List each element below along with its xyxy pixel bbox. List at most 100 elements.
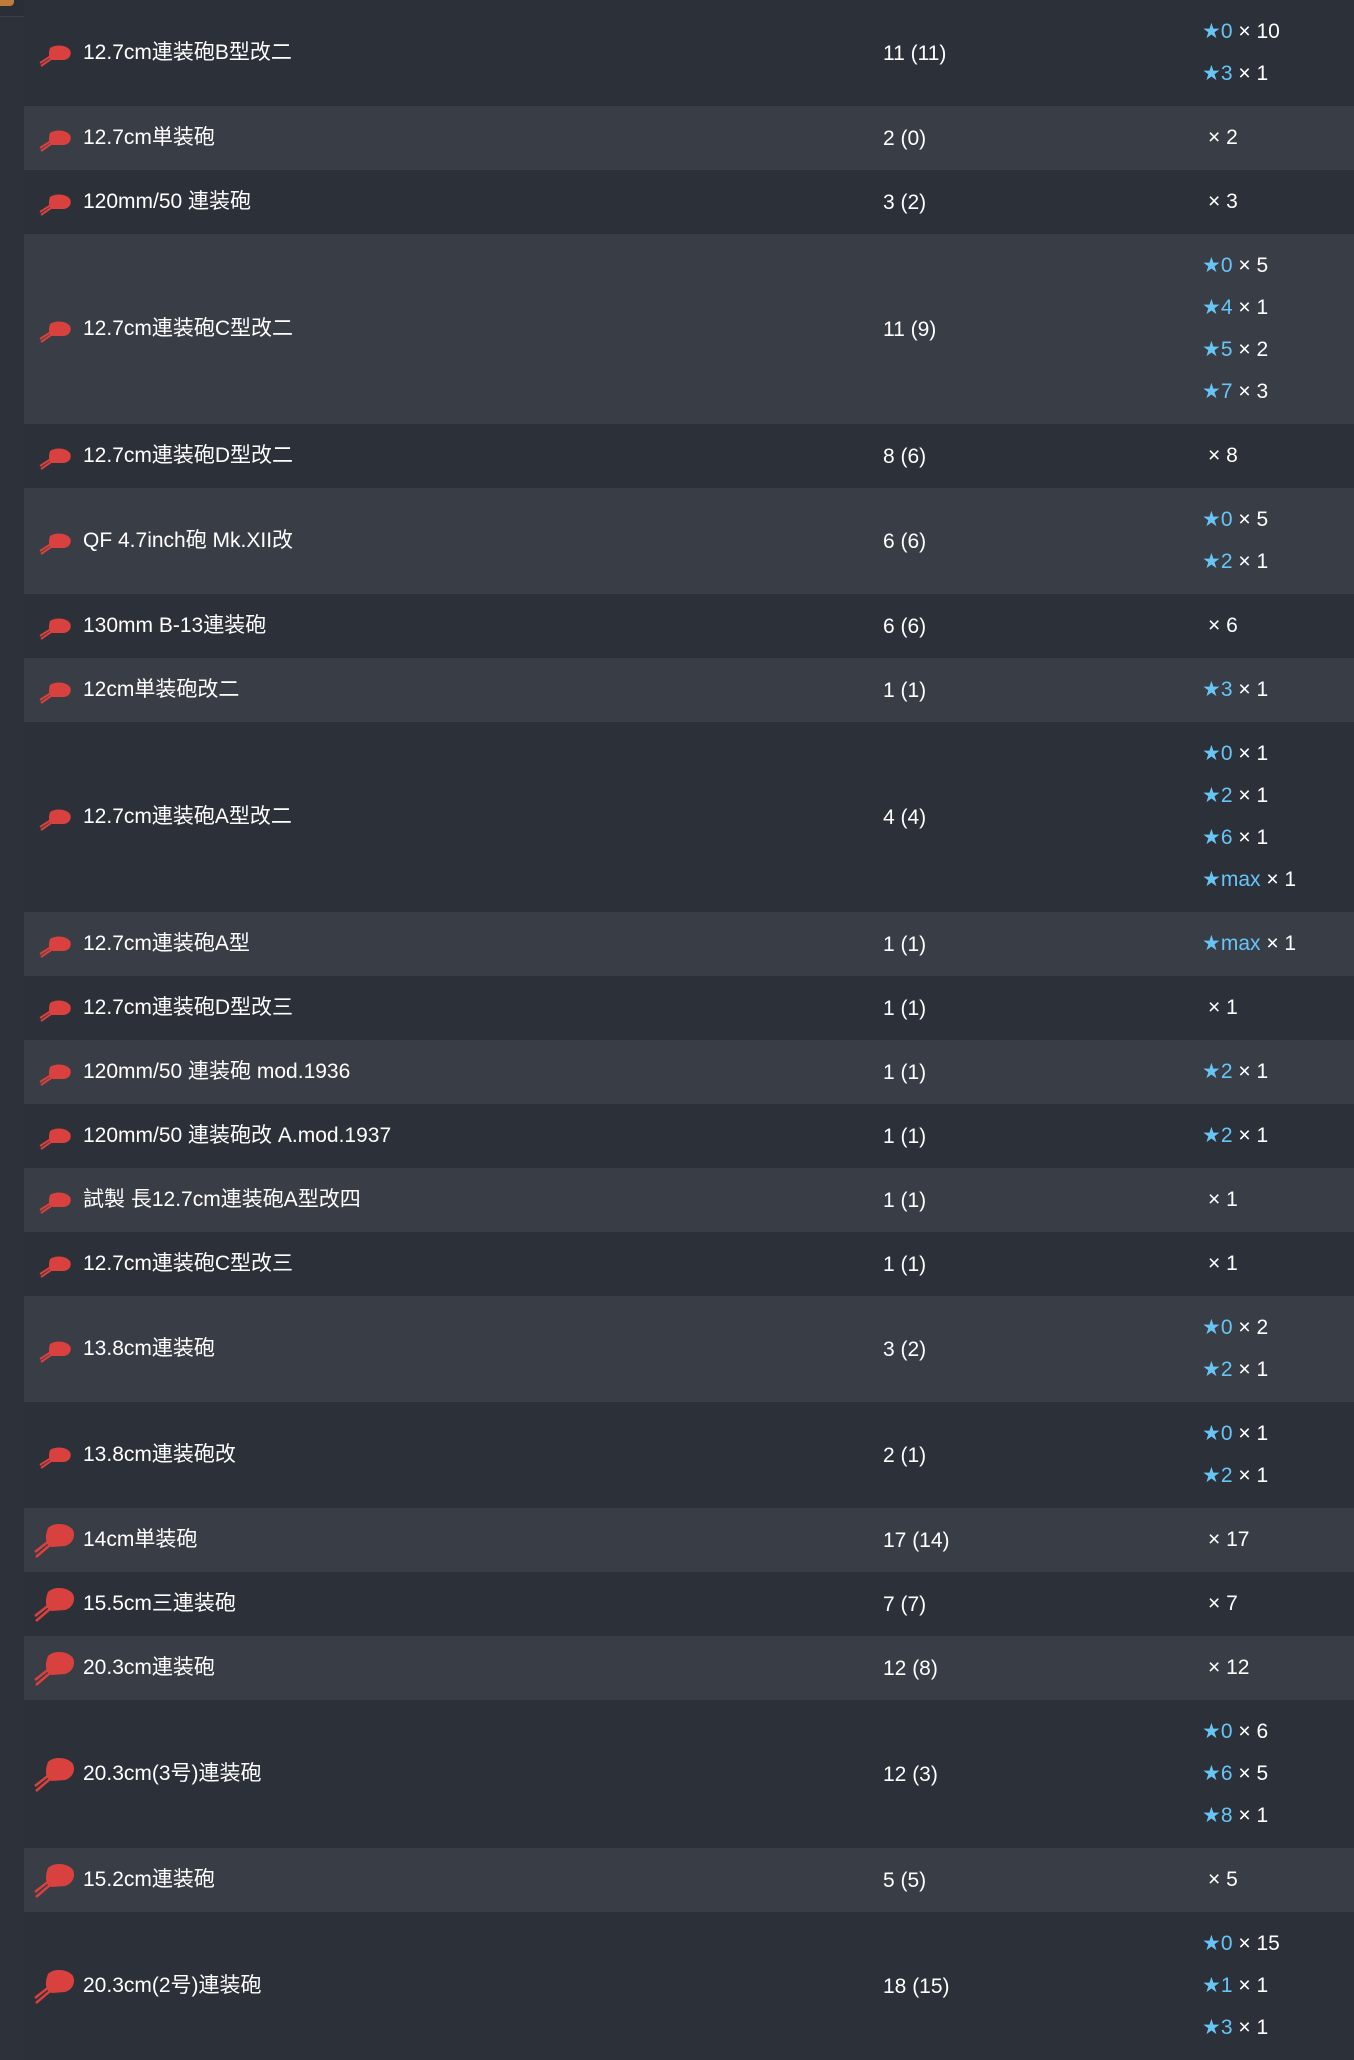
table-row[interactable]: 12.7cm連装砲B型改二 11 (11) ★0 × 10 ★3 × 1 bbox=[24, 0, 1354, 106]
item-multiplier: × 5 bbox=[1232, 1762, 1269, 1785]
improvement-level-item: ★0 × 1 bbox=[1202, 1413, 1268, 1455]
star-level: ★0 bbox=[1202, 1720, 1233, 1743]
table-row[interactable]: 120mm/50 連装砲 mod.1936 1 (1) ★2 × 1 bbox=[24, 1040, 1354, 1104]
improvement-level-item: × 17 bbox=[1202, 1519, 1249, 1561]
improvement-level-item: ★0 × 10 bbox=[1202, 11, 1280, 53]
table-row[interactable]: 12.7cm連装砲A型 1 (1) ★max × 1 bbox=[24, 912, 1354, 976]
improvement-level-item: ★0 × 15 bbox=[1202, 1923, 1280, 1965]
small-gun-icon bbox=[38, 442, 74, 472]
small-gun-icon bbox=[38, 1058, 74, 1088]
small-gun-icon bbox=[38, 1186, 74, 1216]
improvement-level-item: ★7 × 3 bbox=[1202, 371, 1268, 413]
star-level: ★3 bbox=[1202, 62, 1233, 85]
equipment-count: 7 (7) bbox=[883, 1593, 927, 1616]
table-row[interactable]: 15.2cm連装砲 5 (5) × 5 bbox=[24, 1848, 1354, 1912]
table-row[interactable]: QF 4.7inch砲 Mk.XII改 6 (6) ★0 × 5 ★2 × 1 bbox=[24, 488, 1354, 594]
star-level: ★1 bbox=[1202, 1974, 1233, 1997]
equipment-name: 14cm単装砲 bbox=[83, 1528, 198, 1551]
improvement-level-item: ★0 × 5 bbox=[1202, 499, 1268, 541]
medium-gun-icon bbox=[32, 1860, 76, 1900]
item-multiplier: × 1 bbox=[1232, 678, 1269, 701]
star-level: ★2 bbox=[1202, 1124, 1233, 1147]
star-level: ★0 bbox=[1202, 1316, 1233, 1339]
equipment-name: 12.7cm連装砲B型改二 bbox=[83, 41, 292, 64]
star-level: ★8 bbox=[1202, 1804, 1233, 1827]
corner-tab-icon bbox=[0, 0, 14, 6]
item-multiplier: × 1 bbox=[1208, 1188, 1238, 1211]
improvement-level-item: ★3 × 1 bbox=[1202, 53, 1268, 95]
item-multiplier: × 1 bbox=[1232, 550, 1269, 573]
improvement-level-item: ★4 × 1 bbox=[1202, 287, 1268, 329]
item-multiplier: × 17 bbox=[1208, 1528, 1250, 1551]
table-row[interactable]: 120mm/50 連装砲 3 (2) × 3 bbox=[24, 170, 1354, 234]
equipment-count: 12 (8) bbox=[883, 1657, 938, 1680]
equipment-count: 5 (5) bbox=[883, 1869, 927, 1892]
improvement-level-item: ★5 × 2 bbox=[1202, 329, 1268, 371]
table-row[interactable]: 12.7cm連装砲C型改二 11 (9) ★0 × 5 ★4 × 1 ★5 × 2 ★7 … bbox=[24, 234, 1354, 424]
equipment-name: 120mm/50 連装砲 bbox=[83, 190, 252, 213]
equipment-count: 1 (1) bbox=[883, 933, 927, 956]
item-multiplier: × 1 bbox=[1232, 1060, 1269, 1083]
improvement-level-item: × 2 bbox=[1202, 117, 1238, 159]
item-multiplier: × 1 bbox=[1260, 932, 1297, 955]
star-level: ★7 bbox=[1202, 380, 1233, 403]
table-row[interactable]: 12.7cm連装砲C型改三 1 (1) × 1 bbox=[24, 1232, 1354, 1296]
item-multiplier: × 8 bbox=[1208, 444, 1238, 467]
star-level: ★0 bbox=[1202, 20, 1233, 43]
table-row[interactable]: 15.5cm三連装砲 7 (7) × 7 bbox=[24, 1572, 1354, 1636]
equipment-count: 18 (15) bbox=[883, 1975, 950, 1998]
equipment-name: 120mm/50 連装砲改 A.mod.1937 bbox=[83, 1124, 392, 1147]
improvement-level-item: ★3 × 1 bbox=[1202, 2007, 1268, 2049]
equipment-name: 12cm単装砲改二 bbox=[83, 678, 240, 701]
small-gun-icon bbox=[38, 1122, 74, 1152]
improvement-level-item: ★0 × 2 bbox=[1202, 1307, 1268, 1349]
equipment-count: 1 (1) bbox=[883, 1253, 927, 1276]
item-multiplier: × 1 bbox=[1232, 1124, 1269, 1147]
table-row[interactable]: 120mm/50 連装砲改 A.mod.1937 1 (1) ★2 × 1 bbox=[24, 1104, 1354, 1168]
small-gun-icon bbox=[38, 124, 74, 154]
star-level: ★0 bbox=[1202, 742, 1233, 765]
small-gun-icon bbox=[38, 612, 74, 642]
table-row[interactable]: 12.7cm連装砲A型改二 4 (4) ★0 × 1 ★2 × 1 ★6 × 1 ★max… bbox=[24, 722, 1354, 912]
table-row[interactable]: 20.3cm連装砲 12 (8) × 12 bbox=[24, 1636, 1354, 1700]
star-level: ★2 bbox=[1202, 784, 1233, 807]
item-multiplier: × 10 bbox=[1232, 20, 1280, 43]
equipment-name: 12.7cm単装砲 bbox=[83, 126, 215, 149]
improvement-level-item: × 6 bbox=[1202, 605, 1238, 647]
table-row[interactable]: 13.8cm連装砲改 2 (1) ★0 × 1 ★2 × 1 bbox=[24, 1402, 1354, 1508]
item-multiplier: × 1 bbox=[1232, 62, 1269, 85]
table-row[interactable]: 20.3cm(3号)連装砲 12 (3) ★0 × 6 ★6 × 5 ★8 × 1 bbox=[24, 1700, 1354, 1848]
improvement-level-item: × 8 bbox=[1202, 435, 1238, 477]
item-multiplier: × 1 bbox=[1232, 1974, 1269, 1997]
small-gun-icon bbox=[38, 803, 74, 833]
table-row[interactable]: 12cm単装砲改二 1 (1) ★3 × 1 bbox=[24, 658, 1354, 722]
star-level: ★2 bbox=[1202, 1464, 1233, 1487]
small-gun-icon bbox=[38, 188, 74, 218]
table-row[interactable]: 12.7cm単装砲 2 (0) × 2 bbox=[24, 106, 1354, 170]
small-gun-icon bbox=[38, 1250, 74, 1280]
table-row[interactable]: 12.7cm連装砲D型改三 1 (1) × 1 bbox=[24, 976, 1354, 1040]
table-row[interactable]: 試製 長12.7cm連装砲A型改四 1 (1) × 1 bbox=[24, 1168, 1354, 1232]
improvement-level-item: ★3 × 1 bbox=[1202, 669, 1268, 711]
table-row[interactable]: 130mm B-13連装砲 6 (6) × 6 bbox=[24, 594, 1354, 658]
table-row[interactable]: 12.7cm連装砲D型改二 8 (6) × 8 bbox=[24, 424, 1354, 488]
equipment-count: 1 (1) bbox=[883, 679, 927, 702]
equipment-name: QF 4.7inch砲 Mk.XII改 bbox=[83, 529, 294, 552]
item-multiplier: × 5 bbox=[1232, 254, 1269, 277]
improvement-level-item: ★2 × 1 bbox=[1202, 1115, 1268, 1157]
medium-gun-icon bbox=[32, 1648, 76, 1688]
item-multiplier: × 1 bbox=[1208, 1252, 1238, 1275]
table-row[interactable]: 14cm単装砲 17 (14) × 17 bbox=[24, 1508, 1354, 1572]
equipment-name: 試製 長12.7cm連装砲A型改四 bbox=[83, 1188, 361, 1211]
table-row[interactable]: 13.8cm連装砲 3 (2) ★0 × 2 ★2 × 1 bbox=[24, 1296, 1354, 1402]
star-level: ★3 bbox=[1202, 678, 1233, 701]
small-gun-icon bbox=[38, 315, 74, 345]
table-row[interactable]: 20.3cm(2号)連装砲 18 (15) ★0 × 15 ★1 × 1 ★3 × 1 bbox=[24, 1912, 1354, 2060]
item-multiplier: × 1 bbox=[1232, 1358, 1269, 1381]
star-level: ★4 bbox=[1202, 296, 1233, 319]
improvement-level-item: ★0 × 1 bbox=[1202, 733, 1268, 775]
equipment-count: 1 (1) bbox=[883, 1125, 927, 1148]
star-level: ★5 bbox=[1202, 338, 1233, 361]
equipment-name: 12.7cm連装砲A型改二 bbox=[83, 805, 292, 828]
equipment-count: 6 (6) bbox=[883, 615, 927, 638]
